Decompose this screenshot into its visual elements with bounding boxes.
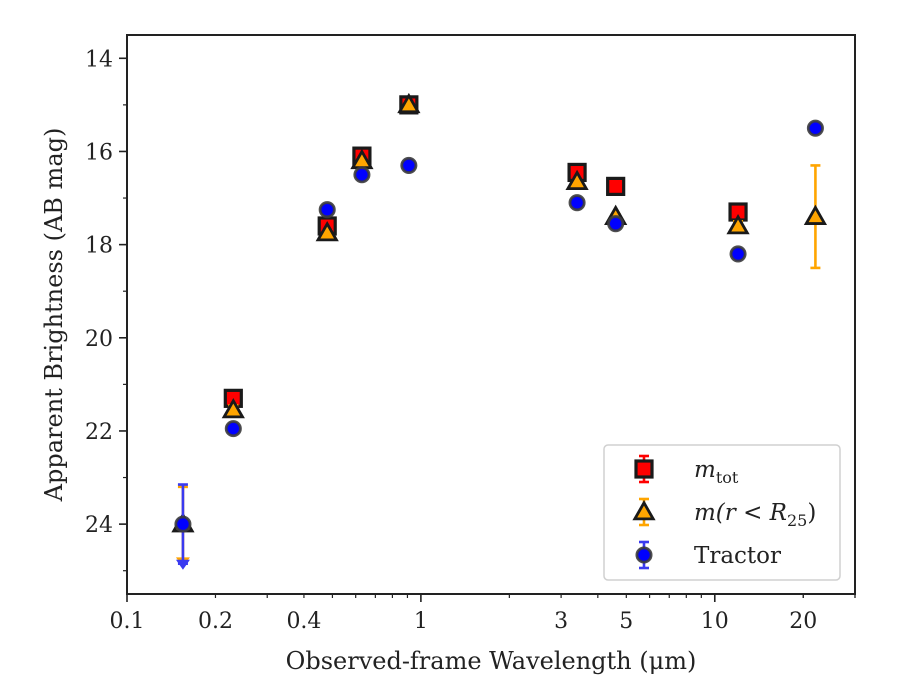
data-point [174, 515, 192, 533]
legend-marker [634, 459, 654, 479]
data-point [568, 194, 586, 212]
data-point [397, 92, 421, 114]
legend-label: m(r < R25) [694, 500, 816, 530]
x-tick-label: 3 [554, 609, 568, 634]
data-point [803, 204, 828, 225]
x-axis-label: Observed-frame Wavelength (μm) [286, 647, 697, 675]
x-axis-ticks: 0.1 0.2 0.4 1 3 5 10 20 [110, 594, 856, 634]
data-point [353, 166, 371, 184]
data-point [607, 215, 625, 233]
data-point [400, 156, 418, 174]
data-point [806, 119, 824, 137]
x-tick-label: 0.2 [198, 609, 233, 634]
y-axis-label: Apparent Brightness (AB mag) [40, 128, 68, 503]
y-tick-label: 16 [85, 140, 113, 165]
y-tick-label: 24 [85, 513, 113, 538]
legend: mtot m(r < R25) Tractor [603, 444, 841, 581]
legend-marker [635, 546, 653, 564]
legend-label: Tractor [694, 543, 781, 569]
plot-frame [126, 34, 856, 595]
y-tick-label: 20 [85, 327, 113, 352]
data-point [221, 397, 245, 419]
data-point [565, 169, 589, 191]
series-square [223, 95, 748, 408]
legend-box [603, 444, 841, 581]
legend-marker [632, 499, 656, 521]
y-axis-ticks: 14 16 18 20 22 24 [85, 47, 127, 572]
data-marks [171, 92, 828, 570]
x-tick-label: 0.1 [110, 609, 145, 634]
data-point [729, 245, 747, 263]
y-tick-label: 22 [85, 420, 113, 445]
x-tick-label: 20 [789, 609, 817, 634]
x-tick-label: 0.4 [286, 609, 321, 634]
x-tick-label: 1 [414, 609, 428, 634]
data-point [318, 201, 336, 219]
data-point [224, 420, 242, 438]
y-tick-label: 18 [85, 234, 113, 259]
x-tick-label: 10 [701, 609, 729, 634]
limit-arrow [175, 559, 190, 570]
x-tick-label: 5 [619, 609, 633, 634]
y-tick-label: 14 [85, 47, 113, 72]
data-point [606, 176, 626, 196]
series-circle [174, 119, 824, 570]
legend-label: mtot [694, 457, 739, 487]
data-point [726, 213, 750, 235]
data-point [315, 220, 339, 242]
